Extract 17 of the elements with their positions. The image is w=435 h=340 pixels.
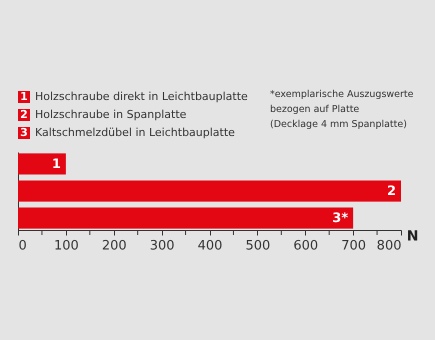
x-tick-label: 100 [54, 238, 79, 254]
text: 1 Holzschraube direkt in Leichtbauplatte [20, 90, 248, 103]
y-tick-label: 2 [386, 184, 396, 199]
x-tick-label: 700 [341, 238, 366, 254]
x-tick-label: 0 [18, 238, 27, 254]
y-tick-label: 3* [332, 211, 348, 226]
x-tick-label: 800 [376, 238, 402, 254]
x-tick-label: 200 [102, 238, 127, 254]
text: *exemplarische Auszugswerte bezogen auf Platte (Decklage 4 mm Spanplatte) [270, 89, 414, 130]
x-tick-label: 500 [245, 238, 270, 254]
text: 2 Holzschraube in Spanplatte [20, 108, 186, 121]
x-tick-label: 600 [293, 238, 318, 254]
y-tick-label: 1 [52, 156, 61, 172]
x-axis-title: N [406, 228, 418, 244]
text: 3 Kaltschmelzdübel in Leichtbauplatte [20, 126, 235, 139]
x-tick-label: 300 [150, 238, 175, 254]
x-tick-label: 400 [198, 238, 222, 254]
